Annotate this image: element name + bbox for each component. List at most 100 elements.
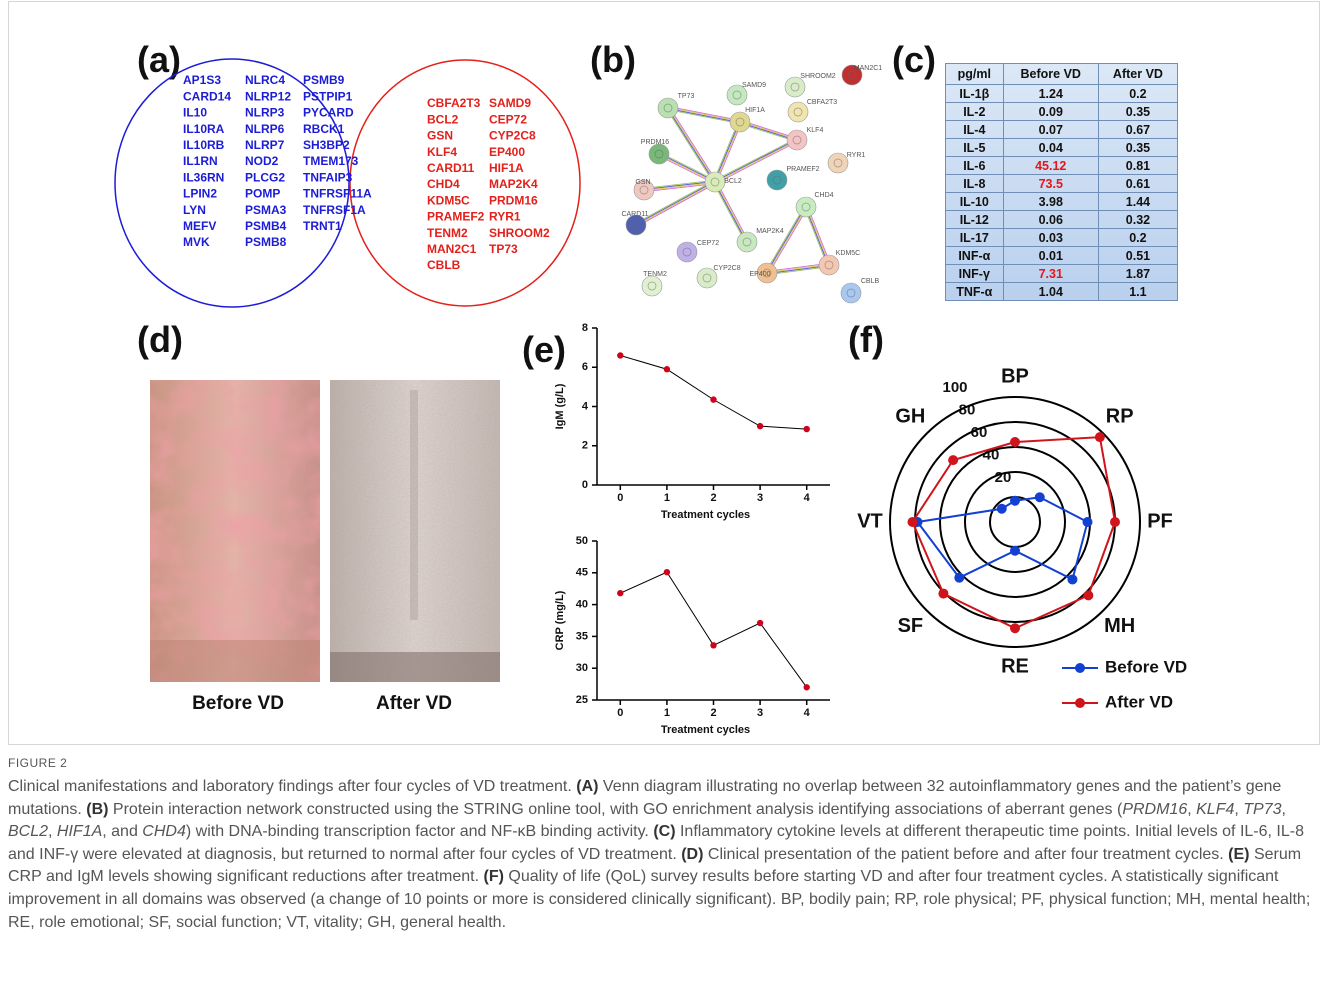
x-tick-label: 4 <box>804 492 811 504</box>
table-cell: 0.61 <box>1098 175 1177 193</box>
header-cell: Before VD <box>1003 64 1098 85</box>
network-edge <box>767 207 806 273</box>
table-cell: 1.04 <box>1003 283 1098 301</box>
node-label: RYR1 <box>847 152 866 159</box>
radar-ring <box>965 472 1065 572</box>
data-point <box>617 590 623 596</box>
gene-name: CYP2C8 <box>489 129 536 143</box>
caption-bold: (B) <box>86 801 108 818</box>
caption-span: , <box>1282 801 1286 818</box>
legend-label: Before VD <box>1105 657 1187 676</box>
network-node <box>730 112 750 132</box>
table-cell: 0.06 <box>1003 211 1098 229</box>
network-edge <box>668 106 740 120</box>
gene-name: NLRP3 <box>245 106 285 120</box>
table-cell: 0.81 <box>1098 157 1177 175</box>
network-node <box>649 144 669 164</box>
network-edge <box>716 181 748 241</box>
table-row: IL-20.090.35 <box>946 103 1178 121</box>
y-tick-label: 40 <box>576 599 588 611</box>
panel-label: (b) <box>590 39 636 80</box>
panel-label: (f) <box>848 319 884 360</box>
gene-name: PLCG2 <box>245 170 285 184</box>
gene-name: RYR1 <box>489 210 521 224</box>
gene-name: IL36RN <box>183 170 224 184</box>
caption-span: , <box>1234 801 1243 818</box>
gene-name: TRNT1 <box>303 219 342 233</box>
node-label: KLF4 <box>807 127 824 134</box>
x-tick-label: 1 <box>664 492 670 504</box>
table-cell: 7.31 <box>1003 265 1098 283</box>
network-edge <box>644 184 715 192</box>
node-label: CYP2C8 <box>713 265 740 272</box>
photo-before <box>150 380 320 682</box>
node-label: CBFA2T3 <box>807 99 837 106</box>
radar-point <box>1010 437 1020 447</box>
radar-tick-label: 100 <box>942 379 967 396</box>
gene-name: GSN <box>427 129 453 143</box>
data-point <box>757 620 763 626</box>
caption-span: , <box>48 823 57 840</box>
table-row: IL-645.120.81 <box>946 157 1178 175</box>
node-label: CBLB <box>861 278 880 285</box>
data-point <box>710 642 716 648</box>
x-tick-label: 0 <box>617 707 623 719</box>
table-cell: 45.12 <box>1003 157 1098 175</box>
y-tick-label: 45 <box>576 567 588 579</box>
radar-axis-label: GH <box>895 406 925 428</box>
radar-point <box>1067 574 1077 584</box>
table-cell: IL-10 <box>946 193 1004 211</box>
table-cell: IL-6 <box>946 157 1004 175</box>
node-label: TP73 <box>678 93 695 100</box>
caption-span: Protein interaction network constructed … <box>108 801 1122 818</box>
caption-span: Clinical presentation of the patient bef… <box>703 846 1228 863</box>
gene-name: HIF1A <box>489 161 524 175</box>
radar-point <box>938 589 948 599</box>
data-point <box>664 569 670 575</box>
x-tick-label: 3 <box>757 492 763 504</box>
x-tick-label: 2 <box>710 707 716 719</box>
gene-name: LYN <box>183 203 206 217</box>
radar-point <box>1035 492 1045 502</box>
radar-point <box>1083 517 1093 527</box>
caption-span: , and <box>102 823 142 840</box>
radar-point <box>1010 496 1020 506</box>
radar-axis-label: MH <box>1104 615 1135 637</box>
network-edge <box>668 109 740 123</box>
y-tick-label: 50 <box>576 535 588 547</box>
gene-name: AP1S3 <box>183 73 221 87</box>
radar-point <box>1095 432 1105 442</box>
node-label: KDM5C <box>836 250 861 257</box>
node-label: CHD4 <box>814 192 833 199</box>
table-header: pg/mlBefore VDAfter VD <box>946 64 1178 85</box>
table-cell: 0.03 <box>1003 229 1098 247</box>
gene-name: TNFRSF11A <box>303 187 372 201</box>
gene-name: CHD4 <box>427 177 460 191</box>
radar-point <box>1010 546 1020 556</box>
table-cell: 0.35 <box>1098 103 1177 121</box>
network-edge <box>668 108 715 182</box>
caption: FIGURE 2 Clinical manifestations and lab… <box>8 756 1320 934</box>
gene-name: POMP <box>245 187 280 201</box>
network-edge <box>714 183 746 243</box>
network-node <box>841 283 861 303</box>
gene-name: EP400 <box>489 145 525 159</box>
table-cell: TNF-α <box>946 283 1004 301</box>
x-tick-label: 0 <box>617 492 623 504</box>
gene-name: TMEM173 <box>303 154 359 168</box>
table-cell: 0.32 <box>1098 211 1177 229</box>
node-label: SHROOM2 <box>800 73 836 80</box>
panel-label: (d) <box>137 319 183 360</box>
radar-axis-label: BP <box>1001 365 1029 387</box>
gene-name: TP73 <box>489 242 518 256</box>
node-label: PRDM16 <box>641 139 670 146</box>
data-point <box>710 396 716 402</box>
legend-marker <box>1075 698 1085 708</box>
gene-name: PSTPIP1 <box>303 89 353 103</box>
photo-after <box>330 380 500 682</box>
page: (a) (b) (c) (d) (e) (f) Before VD After … <box>0 0 1328 995</box>
gene-name: NLRC4 <box>245 73 285 87</box>
table-cell: IL-17 <box>946 229 1004 247</box>
